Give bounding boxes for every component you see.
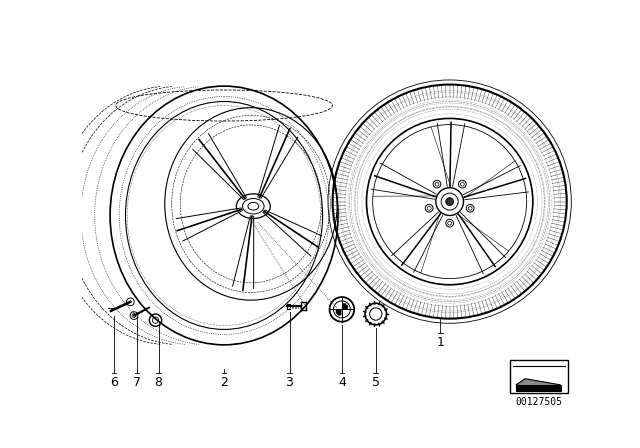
Circle shape <box>340 310 341 312</box>
Circle shape <box>344 307 346 308</box>
Circle shape <box>338 312 339 313</box>
Text: 1: 1 <box>436 336 444 349</box>
Circle shape <box>344 306 346 307</box>
Circle shape <box>338 314 339 315</box>
Circle shape <box>343 307 344 308</box>
Circle shape <box>340 314 341 315</box>
Text: 4: 4 <box>338 375 346 388</box>
Polygon shape <box>516 379 561 391</box>
Circle shape <box>343 304 344 305</box>
Bar <box>509 360 568 392</box>
Ellipse shape <box>446 198 454 206</box>
Text: 2: 2 <box>220 375 228 388</box>
Text: 6: 6 <box>110 375 118 388</box>
Circle shape <box>338 310 339 312</box>
Circle shape <box>340 312 341 313</box>
Circle shape <box>344 304 346 305</box>
Text: 00127505: 00127505 <box>515 397 563 407</box>
Polygon shape <box>516 385 561 391</box>
Circle shape <box>346 307 348 308</box>
Text: 3: 3 <box>285 375 293 388</box>
Circle shape <box>337 312 338 313</box>
Text: 7: 7 <box>133 375 141 388</box>
Text: 5: 5 <box>372 375 380 388</box>
Circle shape <box>337 310 338 312</box>
Text: 8: 8 <box>155 375 163 388</box>
Circle shape <box>346 306 348 307</box>
Circle shape <box>343 306 344 307</box>
